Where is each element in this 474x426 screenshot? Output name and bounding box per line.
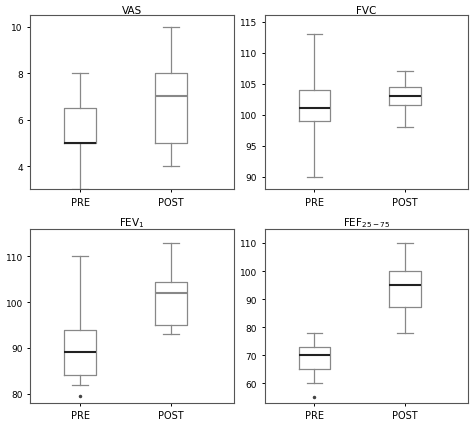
Title: FEF$_{25-75}$: FEF$_{25-75}$	[343, 216, 390, 230]
Title: FVC: FVC	[356, 6, 377, 15]
Title: FEV$_1$: FEV$_1$	[119, 216, 145, 230]
Title: VAS: VAS	[122, 6, 143, 15]
